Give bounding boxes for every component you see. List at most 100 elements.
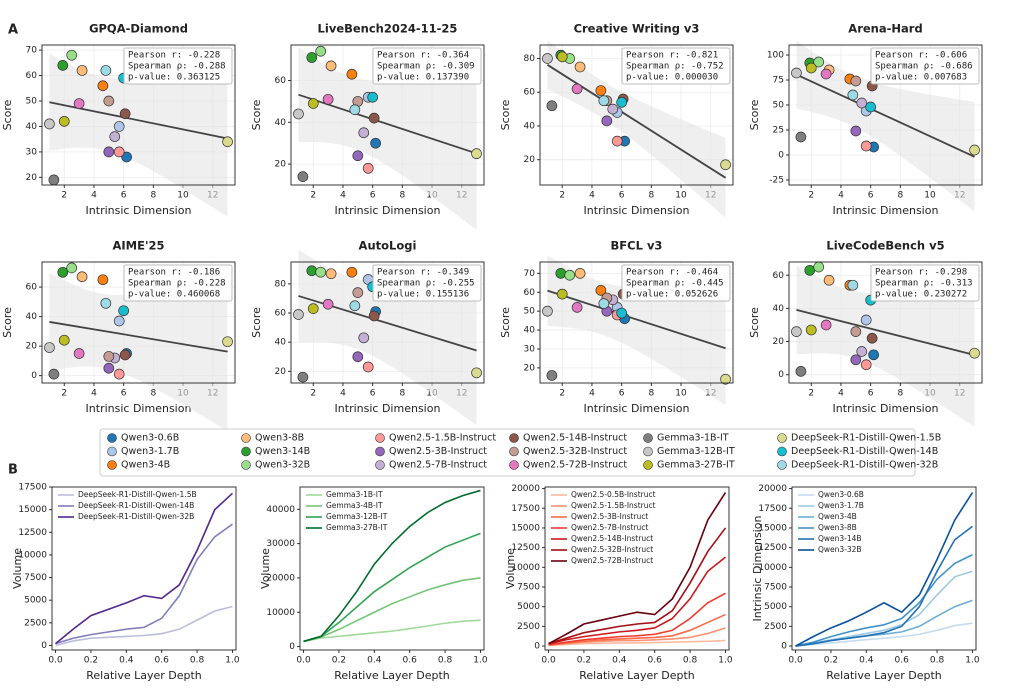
- y-tick-label: 70: [26, 46, 38, 56]
- data-point: [820, 319, 832, 331]
- legend-label: Qwen3-1.7B: [121, 446, 179, 457]
- y-tick-label: 12500: [511, 543, 540, 553]
- line-series: [55, 523, 233, 645]
- x-tick-label: 0.4: [119, 656, 134, 666]
- legend-label: Gemma3-12B-IT: [326, 512, 388, 521]
- data-point: [820, 68, 832, 80]
- y-tick-label: 12500: [18, 528, 47, 538]
- x-tick-label: 8: [897, 191, 903, 201]
- stats-text: p-value: 0.460068: [128, 290, 220, 300]
- legend-label: Qwen2.5-7B-Instruct: [389, 460, 487, 471]
- data-point: [66, 262, 78, 274]
- stats-box: [372, 47, 482, 85]
- y-tick-label: 15000: [511, 523, 540, 533]
- legend-label: Qwen2.5-7B-Instruct: [571, 523, 648, 532]
- y-tick-label: 17500: [511, 504, 540, 514]
- data-point: [322, 298, 334, 310]
- data-point: [315, 45, 327, 57]
- x-axis-label: Intrinsic Dimension: [833, 402, 939, 415]
- data-point: [791, 326, 802, 337]
- y-axis-label: Score: [499, 99, 512, 130]
- line-series: [548, 592, 726, 646]
- data-point: [119, 108, 131, 120]
- data-point: [73, 348, 85, 359]
- data-point: [571, 302, 583, 313]
- legend-label: Qwen2.5-1.5B-Instruct: [571, 501, 656, 510]
- data-point: [856, 346, 868, 357]
- stats-text: Pearson r: -0.364: [377, 51, 469, 61]
- x-tick-label: 2: [61, 389, 67, 399]
- x-tick-label: 6: [370, 389, 376, 399]
- legend-marker: [509, 433, 519, 443]
- data-point: [315, 266, 327, 278]
- y-tick-label: 10000: [758, 563, 787, 573]
- x-tick-label: 0.4: [859, 656, 874, 666]
- legend-label: Qwen3-1.7B: [818, 501, 864, 510]
- y-tick-label: 0: [289, 642, 295, 652]
- line-series: [795, 554, 973, 647]
- x-tick-label: 0.2: [84, 656, 98, 666]
- y-tick-label: 0: [41, 641, 47, 651]
- y-tick-label: 30000: [266, 539, 295, 549]
- data-point: [58, 116, 70, 127]
- data-point: [121, 151, 132, 163]
- x-axis-label: Intrinsic Dimension: [584, 402, 690, 415]
- y-tick-label: 20: [26, 342, 38, 352]
- data-point: [306, 52, 318, 63]
- chart-title: GPQA-Diamond: [89, 22, 188, 36]
- data-point: [574, 61, 586, 73]
- legend-marker: [241, 460, 251, 470]
- x-tick-label: 1.0: [225, 656, 240, 666]
- y-tick-label: 10000: [266, 608, 295, 618]
- legend-label: Qwen2.5-72B-Instruct: [523, 460, 627, 471]
- data-point: [103, 351, 115, 362]
- legend-label: Qwen3-0.6B: [121, 433, 179, 444]
- data-point: [607, 103, 619, 115]
- legend-label: Qwen2.5-3B-Instruct: [389, 446, 487, 457]
- data-point: [44, 342, 55, 353]
- legend-label: Qwen2.5-14B-Instruct: [571, 534, 653, 543]
- x-tick-label: 0.2: [824, 656, 838, 666]
- data-point: [542, 305, 553, 317]
- x-tick-label: 6: [619, 389, 625, 399]
- data-point: [362, 361, 374, 373]
- data-point: [805, 62, 817, 74]
- legend-label: Qwen2.5-0.5B-Instruct: [571, 490, 656, 499]
- data-point: [293, 108, 304, 120]
- y-tick-label: 12500: [758, 543, 787, 553]
- data-point: [598, 95, 610, 107]
- data-point: [307, 303, 319, 315]
- legend-label: Qwen2.5-72B-Instruct: [571, 556, 653, 565]
- plot-frame: [290, 261, 485, 384]
- x-tick-label: 0.4: [612, 656, 627, 666]
- stats-text: p-value: 0.007683: [875, 73, 967, 83]
- y-tick-label: 60: [524, 88, 536, 98]
- y-tick-label: 5000: [517, 602, 540, 612]
- x-tick-label: 4: [838, 191, 844, 201]
- chart-title: Creative Writing v3: [574, 22, 700, 36]
- data-point: [222, 136, 233, 148]
- stats-text: Spearman ρ: -0.752: [626, 62, 724, 72]
- data-point: [813, 56, 825, 68]
- data-point: [847, 89, 859, 101]
- stats-text: Pearson r: -0.464: [626, 268, 718, 278]
- y-tick-label: 60: [275, 309, 287, 319]
- x-tick-label: 4: [589, 389, 595, 399]
- stats-text: Pearson r: -0.186: [128, 268, 220, 278]
- stats-box: [372, 264, 482, 302]
- data-point: [795, 366, 807, 377]
- data-point: [860, 314, 872, 326]
- data-point: [73, 98, 85, 109]
- x-axis-label: Intrinsic Dimension: [86, 402, 192, 415]
- data-point: [57, 266, 69, 278]
- data-point: [595, 85, 607, 96]
- y-tick-label: 60: [26, 283, 38, 293]
- data-point: [297, 171, 309, 182]
- line-series: [548, 492, 727, 645]
- y-tick-label: 7500: [517, 583, 540, 593]
- legend-label: DeepSeek-R1-Distill-Qwen-1.5B: [78, 490, 197, 499]
- legend-marker: [509, 446, 519, 457]
- x-tick-label: 8: [648, 389, 654, 399]
- y-axis-label: Score: [499, 307, 512, 338]
